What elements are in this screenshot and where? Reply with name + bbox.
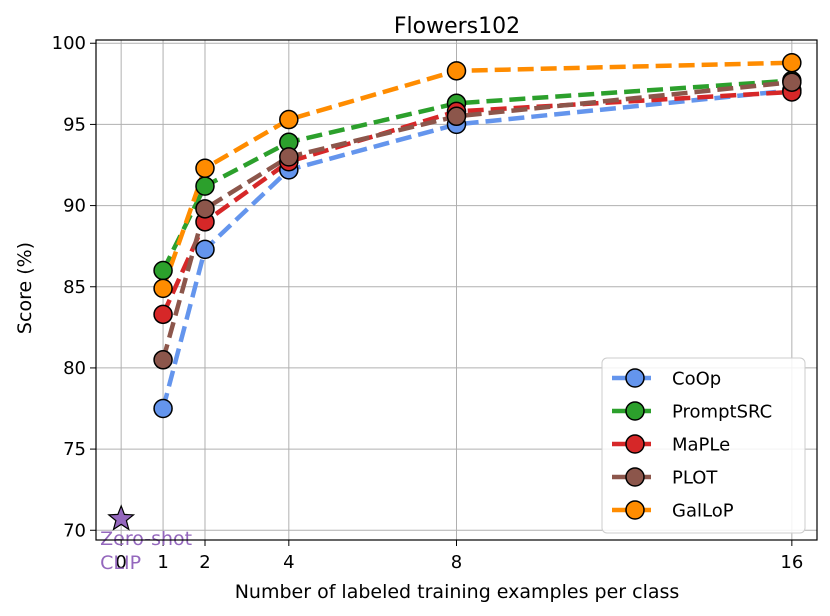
legend-label-promptsrc: PromptSRC — [672, 402, 772, 423]
legend-label-plot: PLOT — [672, 468, 718, 489]
grid — [96, 40, 817, 540]
data-point-promptsrc — [153, 260, 173, 281]
data-point-maple — [153, 304, 173, 325]
zero-shot-label: Zero-shot — [100, 528, 192, 550]
x-tick-label: 4 — [283, 552, 294, 573]
y-axis-label: Score (%) — [14, 242, 36, 334]
plot-frame — [95, 39, 818, 541]
data-point-gallop — [153, 278, 173, 299]
x-axis-label: Number of labeled training examples per … — [235, 581, 680, 603]
legend-box — [601, 357, 806, 534]
x-tick-label: 16 — [780, 552, 803, 573]
y-tick-label: 90 — [63, 196, 86, 217]
y-tick-label: 100 — [52, 33, 86, 54]
data-point-plot — [446, 106, 467, 127]
data-point-coop — [153, 398, 173, 419]
series-layer — [153, 52, 802, 419]
data-point-gallop — [195, 158, 215, 178]
y-tick-label: 95 — [63, 114, 86, 135]
data-point-plot — [195, 199, 215, 219]
data-point-coop — [195, 239, 215, 260]
zero-shot-star-marker — [107, 504, 136, 531]
legend-marker-coop — [625, 368, 645, 388]
legend-label-maple: MaPLe — [672, 435, 730, 456]
data-point-plot — [782, 72, 802, 92]
data-point-gallop — [446, 61, 467, 81]
legend-label-coop: CoOp — [672, 369, 721, 390]
chart-title: Flowers102 — [394, 14, 520, 39]
y-tick-label: 75 — [63, 439, 86, 460]
ticks: 0 1 2 4 8 16 70 75 80 85 90 95 100 — [52, 33, 804, 573]
legend-marker-plot — [625, 467, 645, 487]
x-tick-label: 0 — [115, 552, 126, 573]
data-point-promptsrc — [195, 176, 215, 196]
series-line-gallop — [160, 60, 792, 290]
data-point-gallop — [279, 109, 299, 130]
y-tick-label: 85 — [63, 277, 86, 298]
data-point-gallop — [782, 52, 802, 73]
legend-marker-gallop — [625, 500, 645, 520]
x-tick-label: 1 — [157, 552, 168, 573]
x-tick-label: 2 — [199, 552, 210, 573]
legend-marker-maple — [625, 434, 645, 454]
zero-shot-label: CLIP — [100, 552, 141, 574]
y-tick-label: 80 — [63, 358, 86, 379]
data-point-plot — [153, 350, 173, 370]
x-tick-label: 8 — [451, 552, 462, 573]
legend-label-gallop: GalLoP — [672, 501, 734, 522]
series-line-maple — [161, 89, 792, 316]
legend: CoOp PromptSRC MaPLe PLOT GalLoP — [601, 357, 806, 534]
y-tick-label: 70 — [63, 520, 86, 541]
data-point-plot — [279, 147, 299, 167]
legend-marker-promptsrc — [625, 401, 645, 421]
